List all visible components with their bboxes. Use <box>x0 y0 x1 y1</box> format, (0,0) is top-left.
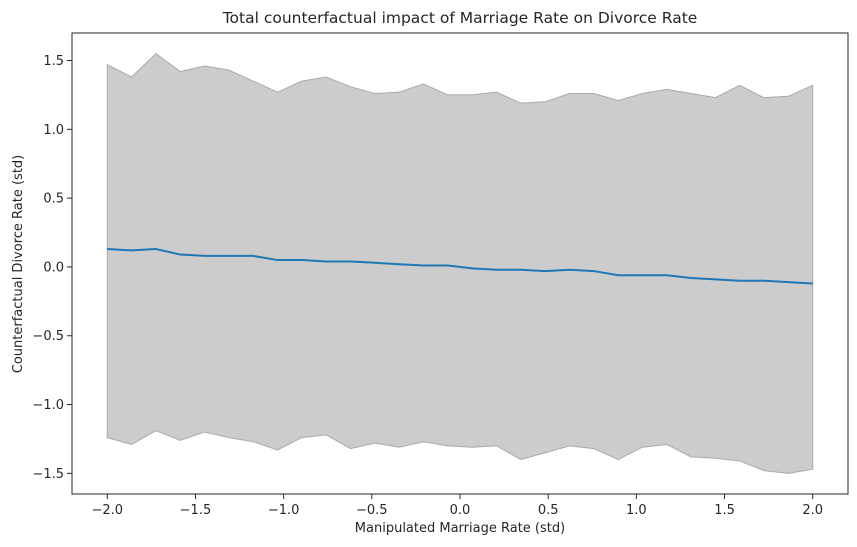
x-tick-label: −0.5 <box>356 503 388 518</box>
y-axis: 1.5 1.0 0.5 0.0 −0.5 −1.0 −1.5 <box>32 54 72 482</box>
y-tick-label: 0.0 <box>43 260 64 275</box>
chart-title: Total counterfactual impact of Marriage … <box>222 9 698 27</box>
y-tick-label: 1.0 <box>43 123 64 138</box>
y-tick-label: 1.5 <box>43 54 64 69</box>
x-tick-label: 0.5 <box>538 503 559 518</box>
x-axis: −2.0 −1.5 −1.0 −0.5 0.0 0.5 1.0 1.5 2.0 <box>91 494 823 518</box>
uncertainty-band <box>106 52 814 474</box>
mean-line-series-0 <box>107 248 813 285</box>
y-tick-label: 0.5 <box>43 192 64 207</box>
x-tick-label: 1.5 <box>714 503 735 518</box>
x-tick-label: −1.0 <box>268 503 300 518</box>
x-tick-label: 1.0 <box>626 503 647 518</box>
x-tick-label: −2.0 <box>91 503 123 518</box>
x-tick-label: 0.0 <box>450 503 471 518</box>
y-tick-label: −1.5 <box>32 467 64 482</box>
plot-area <box>106 52 814 474</box>
y-tick-label: −0.5 <box>32 329 64 344</box>
y-axis-label: Counterfactual Divorce Rate (std) <box>11 155 26 374</box>
y-tick-label: −1.0 <box>32 398 64 413</box>
x-axis-label: Manipulated Marriage Rate (std) <box>355 521 565 536</box>
x-tick-label: −1.5 <box>180 503 212 518</box>
x-tick-label: 2.0 <box>802 503 823 518</box>
